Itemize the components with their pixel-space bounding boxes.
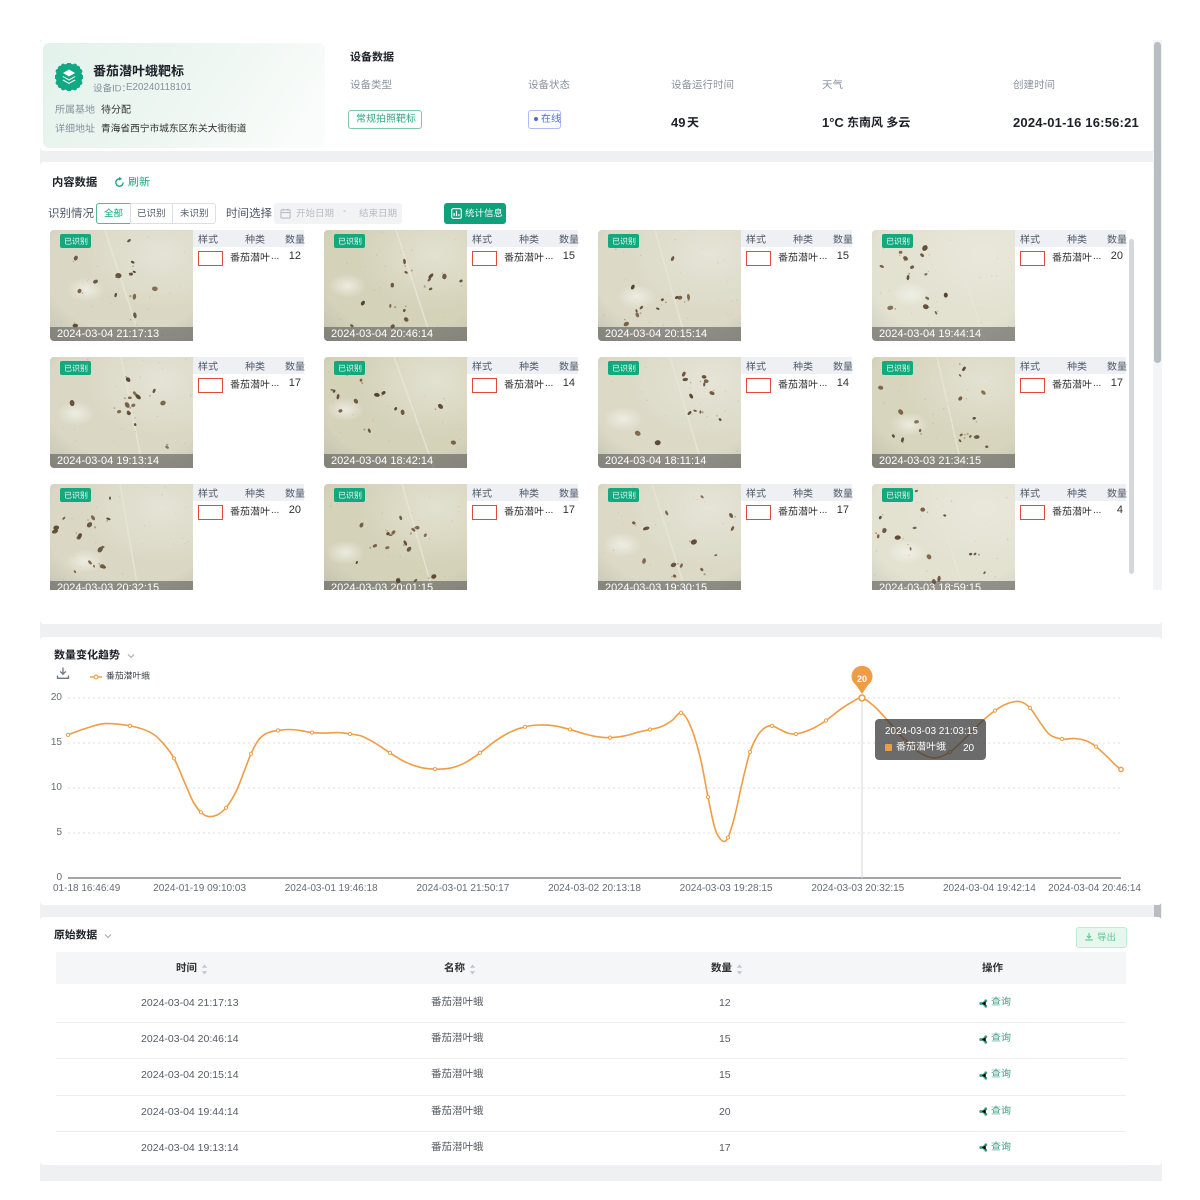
svg-text:20: 20 [857,674,867,684]
